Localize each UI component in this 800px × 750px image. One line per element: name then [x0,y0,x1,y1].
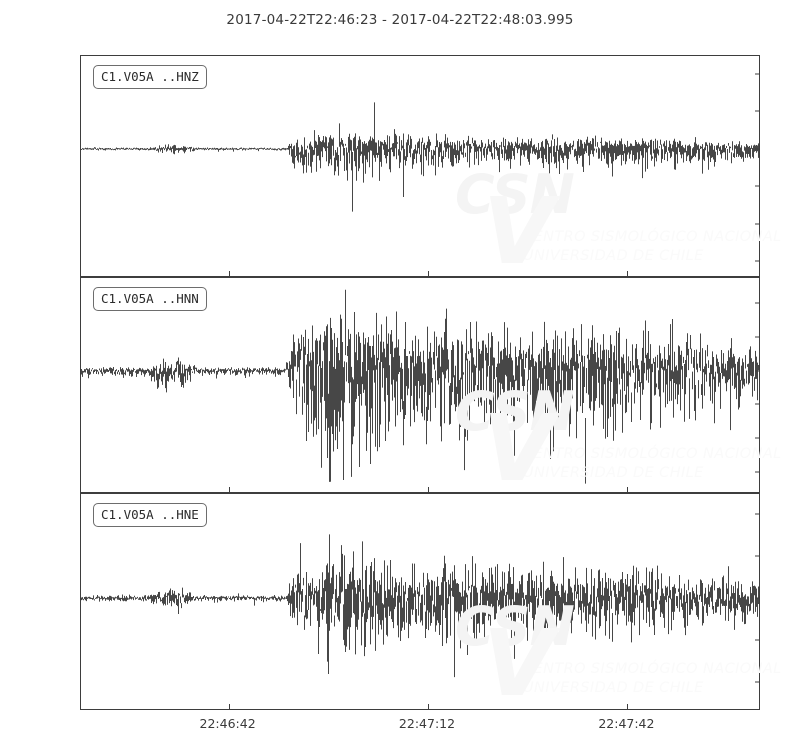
trace-label-hnn: C1.V05A ..HNN [93,287,207,311]
y-tick-mark-right [755,260,759,262]
y-tick-mark [80,640,81,641]
y-tick-mark [80,261,81,262]
y-tick-mark [80,598,81,599]
y-tick-mark [80,404,81,405]
y-tick-mark-right [755,370,759,372]
trace-label-hne: C1.V05A ..HNE [93,503,207,527]
x-tick-mark [428,704,429,709]
x-tick-mark [228,704,230,709]
y-tick-mark-right [755,73,759,75]
y-tick-mark-right [755,148,759,150]
x-tick-label: 22:47:42 [598,716,655,731]
y-tick-mark-right [755,513,759,515]
x-tick-mark [228,487,230,492]
waveform-canvas-hnn [81,278,759,492]
y-tick-mark-right [755,437,759,439]
y-tick-mark [80,186,81,187]
y-tick-mark-right [755,555,759,557]
y-tick-mark [80,471,81,472]
waveform-panel-hnn[interactable]: C1.V05A ..HNN 0.040.020.00−0.02−0.04−0.0… [80,277,760,493]
trace-label-hnz: C1.V05A ..HNZ [93,65,207,89]
y-tick-mark [80,556,81,557]
y-tick-mark [80,223,81,224]
y-tick-mark-right [755,185,759,187]
y-tick-mark [80,438,81,439]
x-tick-mark [627,704,629,709]
y-tick-mark-right [755,681,759,683]
figure-title: 2017-04-22T22:46:23 - 2017-04-22T22:48:0… [226,12,574,28]
x-tick-mark [228,271,230,276]
x-tick-mark [428,271,429,276]
y-tick-mark [80,111,81,112]
y-tick-mark [80,303,81,304]
y-tick-mark-right [755,223,759,225]
y-tick-mark [80,370,81,371]
y-tick-mark [80,336,81,337]
y-tick-mark [80,73,81,74]
x-tick-mark [627,487,629,492]
y-tick-mark-right [755,639,759,641]
x-tick-label: 22:47:12 [398,716,456,731]
y-tick-mark-right [755,302,759,304]
y-tick-mark-right [755,336,759,338]
y-tick-mark [80,148,81,149]
y-tick-mark-right [755,471,759,473]
y-tick-mark-right [755,597,759,599]
x-tick-label: 22:46:42 [199,716,256,731]
y-tick-mark-right [755,110,759,112]
y-tick-mark [80,514,81,515]
waveform-panel-hnz[interactable]: C1.V05A ..HNZ 0.0500.0250.000−0.025−0.05… [80,55,760,277]
waveform-panel-hne[interactable]: C1.V05A ..HNE 0.0500.0250.000−0.025−0.05… [80,493,760,710]
x-tick-mark [627,271,629,276]
waveform-canvas-hne [81,494,759,709]
y-tick-mark [80,682,81,683]
waveform-canvas-hnz [81,56,759,276]
y-tick-mark-right [755,403,759,405]
x-tick-mark [428,487,429,492]
